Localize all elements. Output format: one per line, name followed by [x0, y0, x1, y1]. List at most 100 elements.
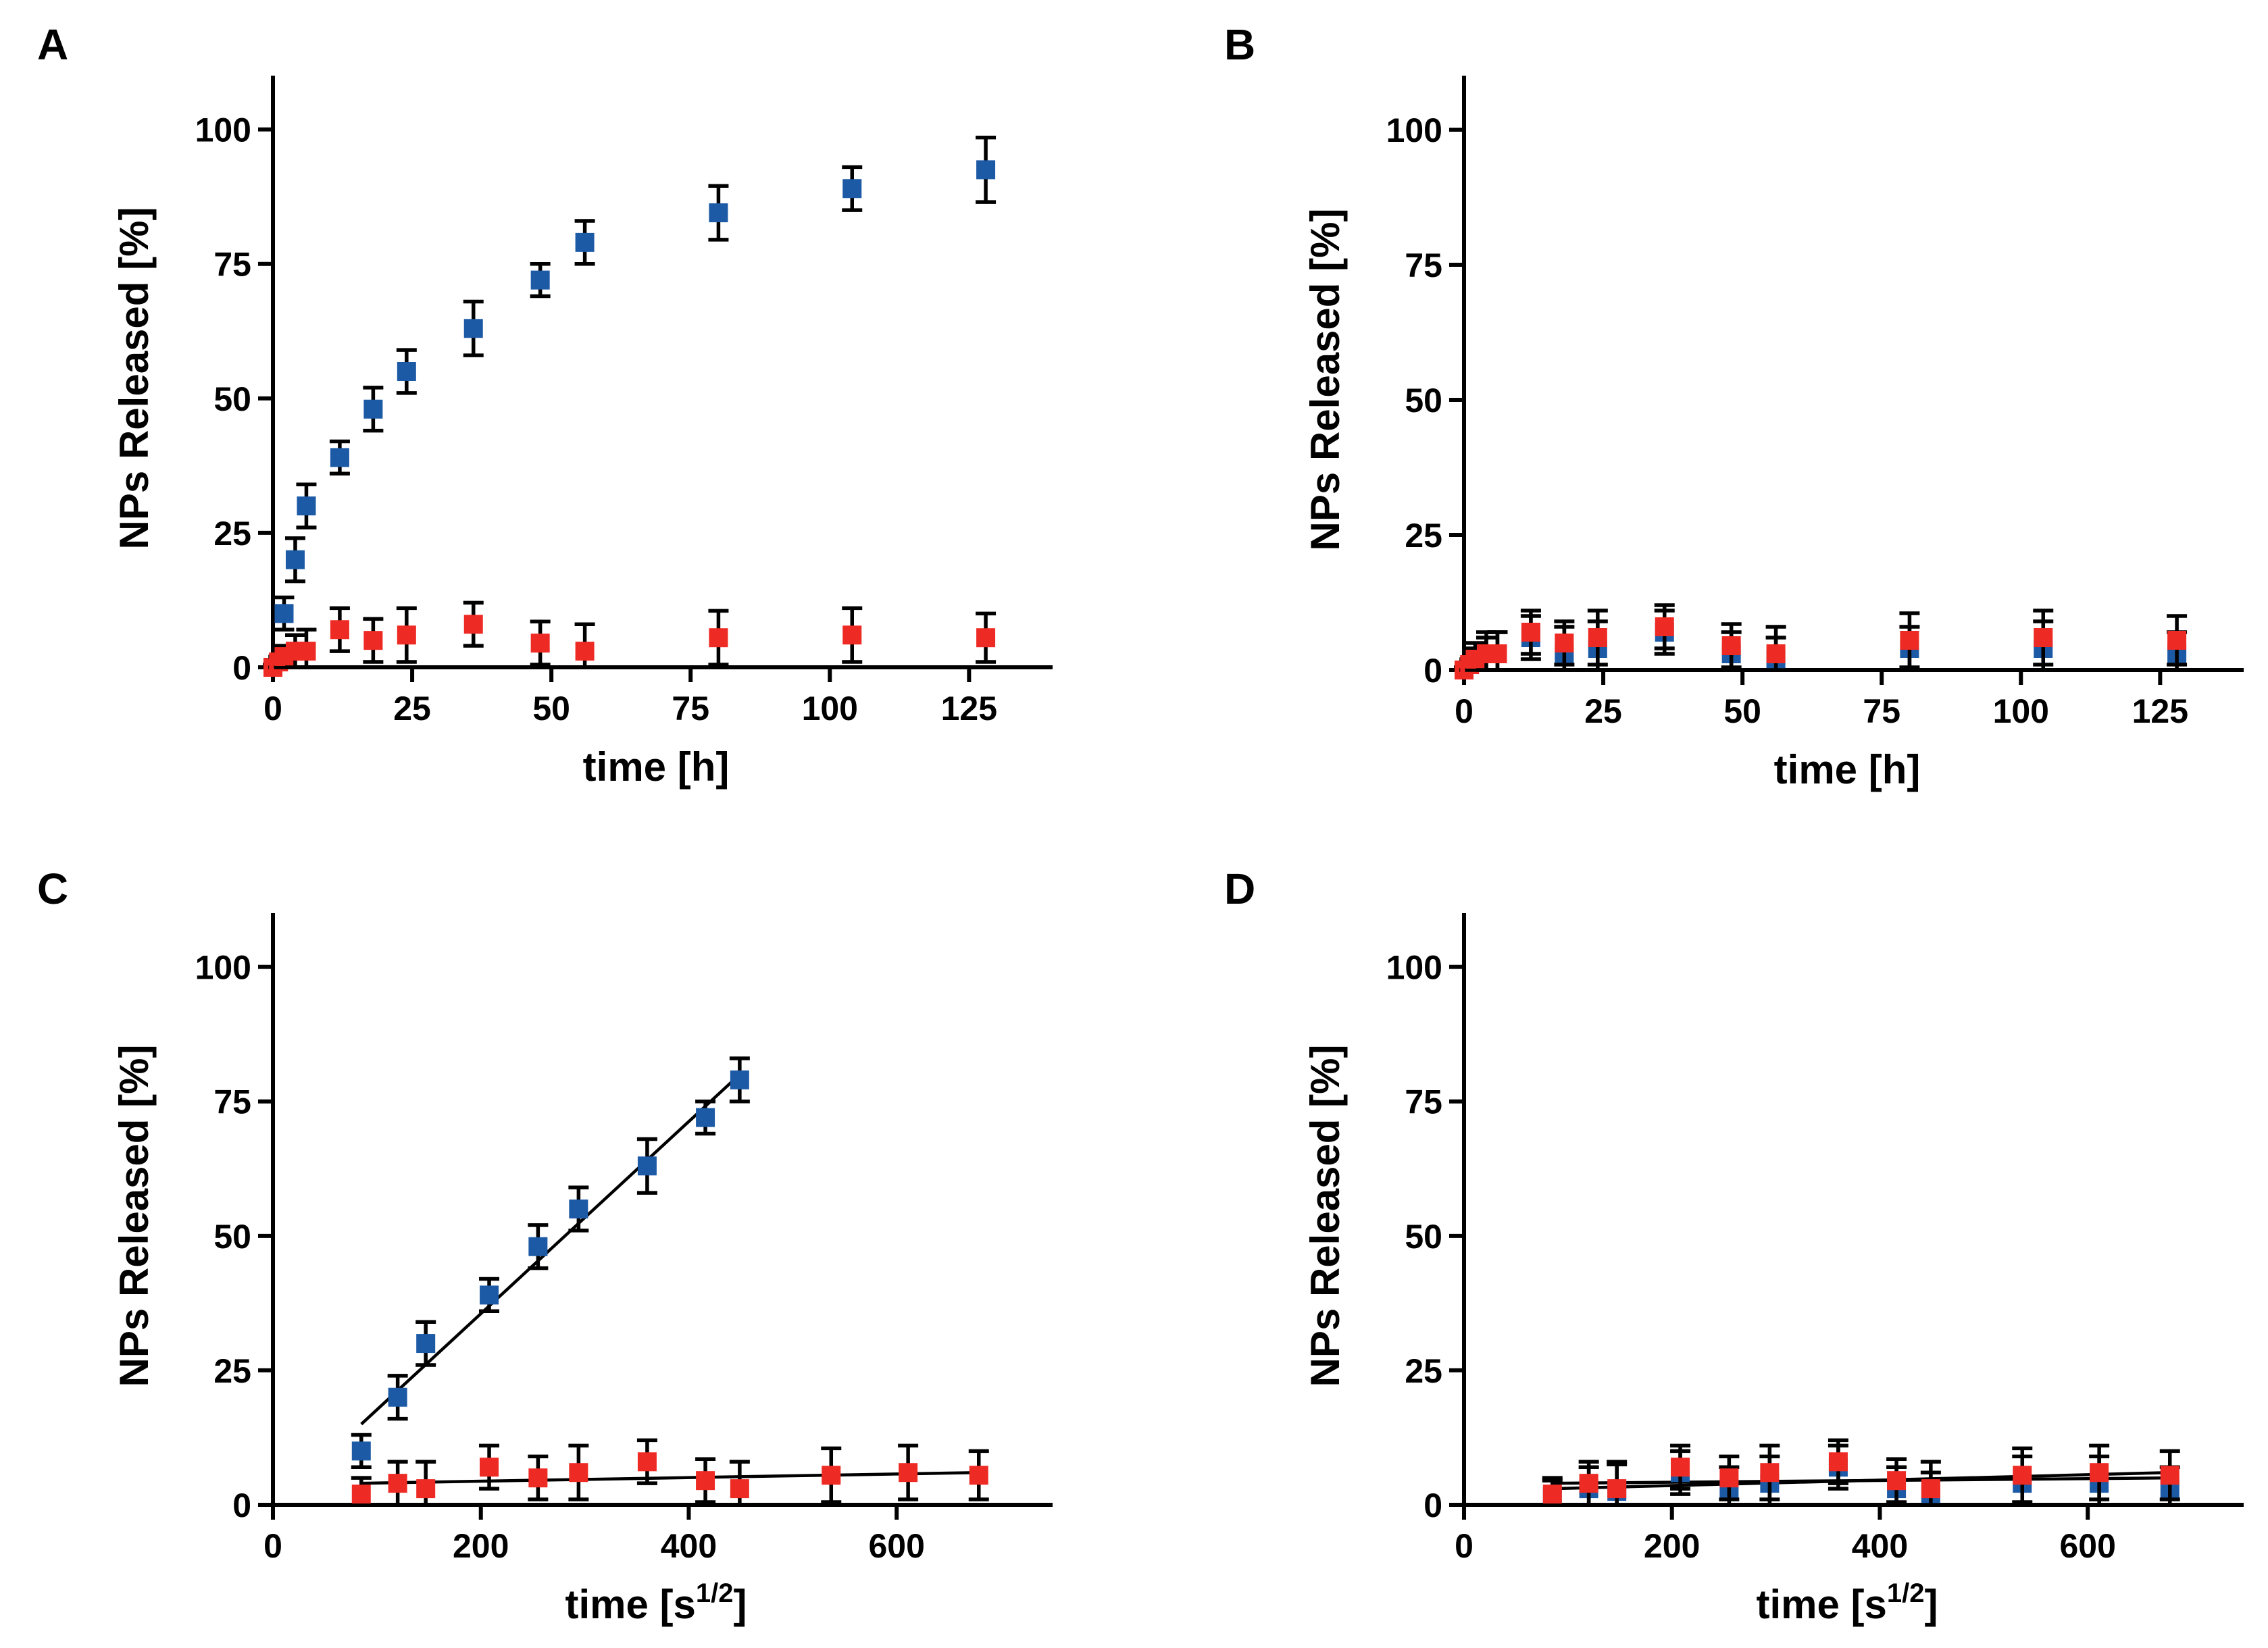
panel-c: C 0 25 50 75 100 0 200 400 600 NPs Released [%] tim… — [37, 865, 1053, 1627]
y-tick-label: 0 — [232, 1487, 251, 1524]
panel-a: A 0 25 50 75 100 0 25 50 75 100 125 NPs Released [%]… — [37, 20, 1053, 790]
y-tick-label: 100 — [195, 949, 251, 987]
x-axis-label: time [h] — [583, 744, 730, 790]
y-axis-label: NPs Released [%] — [1303, 1045, 1348, 1387]
data-point — [976, 628, 996, 648]
data-point — [569, 1463, 588, 1483]
fit-line — [361, 1470, 979, 1485]
data-point — [1588, 628, 1607, 647]
data-point — [297, 642, 316, 661]
y-tick-label: 25 — [1405, 517, 1442, 555]
data-point — [388, 1387, 407, 1407]
x-tick-label: 400 — [661, 1527, 717, 1565]
data-point — [1828, 1452, 1848, 1472]
data-point — [899, 1463, 918, 1483]
data-point — [480, 1458, 499, 1477]
data-point — [730, 1479, 749, 1499]
data-point — [416, 1479, 436, 1499]
data-point — [730, 1070, 749, 1089]
data-point — [1766, 644, 1786, 663]
data-point — [2013, 1466, 2032, 1485]
data-point — [1900, 631, 1919, 650]
y-tick-label: 0 — [232, 649, 251, 687]
x-tick-label: 200 — [453, 1527, 509, 1565]
x-tick-label: 0 — [263, 1527, 282, 1565]
data-point — [637, 1156, 657, 1176]
panel-letter: B — [1224, 20, 1255, 69]
data-point — [530, 270, 550, 290]
x-tick-label: 125 — [941, 690, 997, 727]
data-point — [528, 1468, 548, 1488]
x-tick-label: 75 — [1863, 692, 1900, 730]
series-red — [1542, 1438, 2180, 1507]
x-tick-label: 50 — [1723, 692, 1761, 730]
panel-d: D 0 25 50 75 100 0 200 400 600 NPs Released [%] tim… — [1224, 865, 2244, 1627]
y-tick-label: 100 — [1386, 111, 1442, 149]
data-point — [709, 628, 728, 648]
data-point — [416, 1334, 436, 1354]
data-point — [363, 631, 383, 650]
data-point — [1607, 1479, 1627, 1499]
data-point — [696, 1471, 715, 1491]
data-point — [842, 625, 862, 645]
data-point — [842, 179, 862, 199]
data-point — [575, 232, 595, 252]
data-point — [351, 1441, 371, 1461]
data-point — [351, 1485, 371, 1504]
y-tick-label: 0 — [1423, 652, 1442, 690]
y-tick-label: 50 — [213, 380, 251, 418]
data-point — [297, 496, 316, 516]
y-tick-label: 75 — [1405, 1083, 1442, 1121]
data-point — [463, 615, 483, 634]
y-tick-label: 50 — [1405, 382, 1442, 419]
x-tick-label: 600 — [2059, 1527, 2115, 1565]
y-tick-label: 75 — [1405, 247, 1442, 284]
data-point — [285, 550, 305, 569]
panel-letter: C — [37, 865, 68, 913]
data-point — [2167, 631, 2187, 650]
fit-line — [1552, 1476, 2170, 1485]
data-point — [388, 1474, 407, 1493]
x-tick-label: 0 — [263, 690, 282, 727]
data-point — [1488, 644, 1507, 663]
data-point — [822, 1466, 841, 1485]
data-point — [2034, 628, 2053, 647]
data-point — [976, 160, 996, 180]
x-tick-label: 50 — [532, 690, 570, 727]
x-tick-label: 200 — [1644, 1527, 1700, 1565]
data-point — [1521, 623, 1540, 642]
x-axis-label: time [h] — [1774, 747, 1921, 792]
y-tick-label: 75 — [213, 246, 251, 284]
y-axis-label: NPs Released [%] — [111, 1045, 157, 1387]
data-point — [480, 1285, 499, 1305]
data-point — [1542, 1485, 1562, 1504]
panel-letter: D — [1224, 865, 1255, 913]
data-point — [528, 1237, 548, 1256]
data-point — [274, 604, 294, 623]
x-tick-label: 0 — [1455, 692, 1473, 730]
series-blue — [351, 1056, 750, 1470]
data-point — [397, 625, 416, 645]
data-point — [1655, 617, 1674, 636]
data-point — [530, 634, 550, 653]
data-point — [1671, 1458, 1690, 1477]
data-point — [1555, 634, 1574, 652]
data-point — [397, 362, 416, 381]
x-tick-label: 0 — [1455, 1527, 1473, 1565]
x-tick-label: 600 — [868, 1527, 924, 1565]
data-point — [696, 1108, 715, 1127]
y-tick-label: 0 — [1423, 1487, 1442, 1524]
data-point — [1921, 1479, 1940, 1499]
series-red — [351, 1438, 989, 1507]
data-point — [1579, 1474, 1598, 1493]
y-tick-label: 100 — [1386, 949, 1442, 987]
y-axis-label: NPs Released [%] — [111, 207, 157, 550]
data-point — [969, 1466, 988, 1485]
data-point — [363, 399, 383, 419]
x-axis-label: time [s1/2] — [565, 1578, 747, 1627]
y-tick-label: 25 — [213, 515, 251, 552]
x-tick-label: 75 — [672, 690, 709, 727]
series-red — [263, 600, 997, 677]
data-point — [709, 203, 728, 223]
